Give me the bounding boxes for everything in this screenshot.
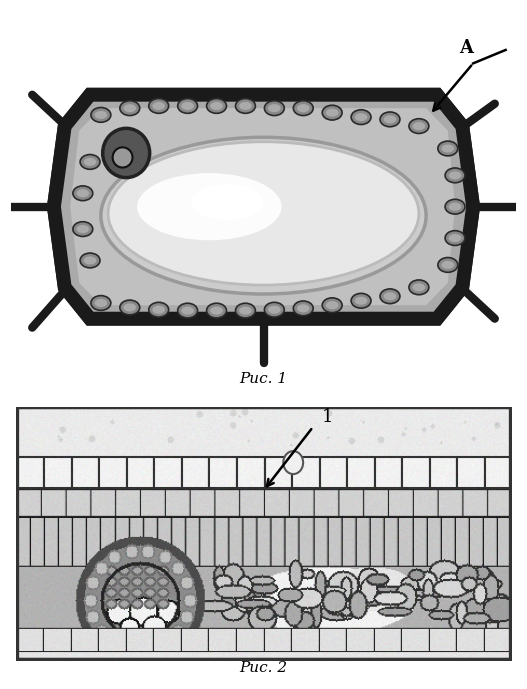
Text: 1: 1 [322, 408, 334, 426]
Ellipse shape [322, 298, 342, 313]
Ellipse shape [91, 107, 111, 122]
Ellipse shape [448, 203, 461, 211]
Ellipse shape [239, 307, 252, 315]
Ellipse shape [448, 172, 461, 179]
Ellipse shape [207, 303, 227, 318]
Ellipse shape [210, 307, 223, 315]
Ellipse shape [123, 303, 136, 311]
Ellipse shape [178, 99, 198, 113]
Ellipse shape [76, 225, 89, 233]
Ellipse shape [207, 99, 227, 113]
Polygon shape [54, 95, 473, 318]
Ellipse shape [265, 101, 284, 116]
Ellipse shape [181, 307, 194, 315]
Ellipse shape [152, 306, 165, 313]
Ellipse shape [108, 142, 419, 285]
Ellipse shape [73, 186, 93, 200]
Ellipse shape [191, 184, 264, 220]
Ellipse shape [413, 283, 425, 291]
Ellipse shape [438, 141, 458, 156]
Ellipse shape [445, 168, 465, 183]
Ellipse shape [326, 109, 338, 116]
Ellipse shape [236, 303, 256, 318]
Ellipse shape [322, 105, 342, 120]
Ellipse shape [120, 101, 140, 116]
Ellipse shape [409, 119, 429, 134]
Polygon shape [70, 108, 455, 305]
Ellipse shape [448, 234, 461, 242]
Ellipse shape [91, 296, 111, 310]
Ellipse shape [84, 158, 96, 166]
Ellipse shape [149, 99, 169, 113]
Ellipse shape [445, 231, 465, 245]
Ellipse shape [442, 261, 454, 269]
Ellipse shape [265, 302, 284, 317]
Ellipse shape [268, 306, 281, 313]
Ellipse shape [84, 256, 96, 265]
Ellipse shape [239, 102, 252, 110]
Ellipse shape [351, 110, 371, 125]
Ellipse shape [103, 128, 150, 178]
Ellipse shape [297, 305, 309, 312]
Ellipse shape [355, 297, 367, 305]
Ellipse shape [152, 102, 165, 110]
Text: A: A [459, 39, 473, 56]
Ellipse shape [326, 301, 338, 309]
Ellipse shape [438, 258, 458, 272]
Ellipse shape [94, 111, 107, 119]
Ellipse shape [268, 104, 281, 112]
Ellipse shape [445, 199, 465, 214]
Ellipse shape [294, 101, 313, 116]
Ellipse shape [80, 154, 100, 169]
Ellipse shape [123, 104, 136, 112]
Ellipse shape [113, 147, 132, 167]
Ellipse shape [76, 189, 89, 197]
Ellipse shape [101, 137, 426, 294]
Ellipse shape [384, 292, 396, 300]
Ellipse shape [380, 289, 400, 304]
Ellipse shape [94, 299, 107, 307]
Ellipse shape [178, 303, 198, 318]
Ellipse shape [210, 102, 223, 110]
Ellipse shape [355, 113, 367, 121]
Ellipse shape [297, 104, 309, 112]
Ellipse shape [380, 112, 400, 127]
Text: Рис. 1: Рис. 1 [239, 372, 288, 386]
Ellipse shape [351, 294, 371, 308]
Ellipse shape [80, 253, 100, 268]
Ellipse shape [284, 451, 303, 474]
Ellipse shape [409, 280, 429, 295]
Ellipse shape [137, 173, 281, 240]
Ellipse shape [384, 115, 396, 123]
Ellipse shape [120, 300, 140, 315]
Ellipse shape [413, 122, 425, 130]
Ellipse shape [236, 99, 256, 113]
Text: Рис. 2: Рис. 2 [239, 661, 288, 675]
Ellipse shape [294, 301, 313, 316]
Polygon shape [70, 108, 455, 305]
Ellipse shape [73, 222, 93, 236]
Ellipse shape [181, 102, 194, 110]
Ellipse shape [442, 145, 454, 152]
Ellipse shape [149, 302, 169, 317]
Polygon shape [54, 95, 473, 318]
